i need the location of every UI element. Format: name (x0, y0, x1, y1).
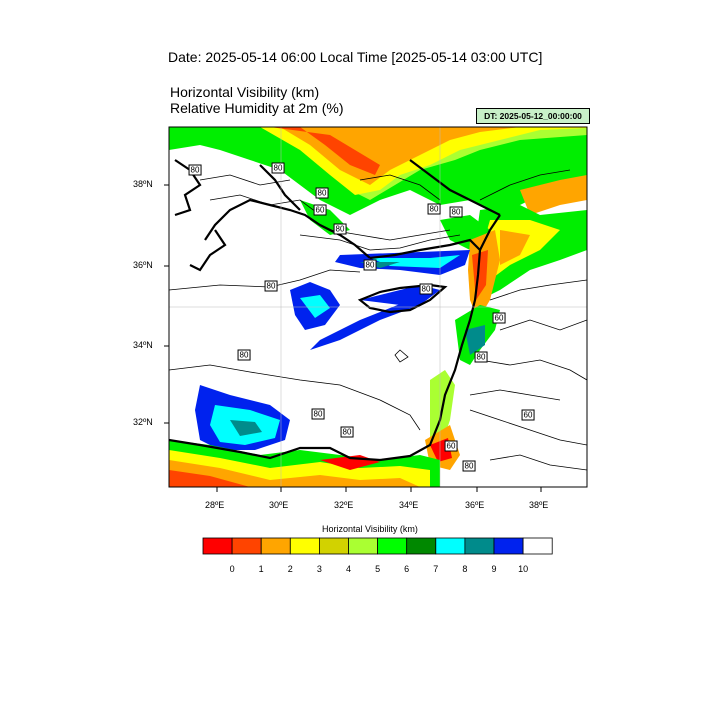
humidity-contours (169, 169, 587, 471)
contour-label: 60 (313, 204, 327, 216)
colorbar-label: 9 (491, 564, 497, 574)
colorbar-swatch (260, 537, 291, 555)
contour-label: 80 (237, 349, 251, 361)
map-field (169, 127, 587, 487)
sea-fog-patches (195, 250, 470, 450)
coastlines (169, 159, 501, 462)
lon-tick-30e: 30ºE (269, 500, 289, 510)
graticule (169, 127, 587, 487)
contour-label: 80 (449, 206, 463, 218)
lat-tick-34n: 34ºN (133, 340, 153, 350)
colorbar-title: Horizontal Visibility (km) (322, 524, 418, 534)
colorbar-swatch (464, 537, 495, 555)
colorbar-label: 8 (462, 564, 468, 574)
contour-label: 80 (427, 203, 441, 215)
contour-label: 80 (264, 280, 278, 292)
colorbar-swatch (289, 537, 320, 555)
contour-label: 80 (315, 187, 329, 199)
map-frame (168, 126, 588, 488)
date-title: Date: 2025-05-14 06:00 Local Time [2025-… (168, 49, 543, 65)
contour-label: 80 (363, 259, 377, 271)
contour-label: 60 (521, 409, 535, 421)
colorbar-swatch (231, 537, 262, 555)
colorbar (202, 537, 553, 555)
lon-tick-32e: 32ºE (334, 500, 354, 510)
lat-tick-32n: 32ºN (133, 417, 153, 427)
colorbar-label: 1 (258, 564, 264, 574)
lon-tick-34e: 34ºE (399, 500, 419, 510)
colorbar-swatch (348, 537, 379, 555)
contour-label: 80 (462, 460, 476, 472)
colorbar-label: 5 (375, 564, 381, 574)
colorbar-swatch (377, 537, 408, 555)
turkey-visibility-field (169, 127, 587, 300)
contour-label: 80 (474, 351, 488, 363)
contour-label: 80 (311, 408, 325, 420)
colorbar-label: 6 (404, 564, 410, 574)
colorbar-label: 3 (316, 564, 322, 574)
colorbar-swatch (318, 537, 349, 555)
colorbar-swatch (522, 537, 553, 555)
axis-ticks (164, 184, 542, 492)
colorbar-label: 2 (287, 564, 293, 574)
variable-title-humidity: Relative Humidity at 2m (%) (170, 100, 344, 116)
lon-tick-38e: 38ºE (529, 500, 549, 510)
contour-label: 80 (188, 164, 202, 176)
contour-label: 80 (340, 426, 354, 438)
colorbar-swatch (435, 537, 466, 555)
colorbar-label: 0 (229, 564, 235, 574)
colorbar-swatch (493, 537, 524, 555)
colorbar-label: 10 (518, 564, 529, 574)
variable-title-visibility: Horizontal Visibility (km) (170, 84, 320, 100)
lat-tick-36n: 36ºN (133, 260, 153, 270)
contour-label: 80 (271, 162, 285, 174)
colorbar-label: 7 (433, 564, 439, 574)
lon-tick-28e: 28ºE (205, 500, 225, 510)
lon-tick-36e: 36ºE (465, 500, 485, 510)
contour-label: 80 (333, 223, 347, 235)
colorbar-label: 4 (345, 564, 352, 574)
colorbar-swatch (406, 537, 437, 555)
contour-label: 80 (419, 283, 433, 295)
contour-label: 60 (444, 440, 458, 452)
contour-label: 60 (492, 312, 506, 324)
levant-visibility-field (425, 230, 500, 470)
lat-tick-38n: 38ºN (133, 179, 153, 189)
colorbar-swatch (202, 537, 233, 555)
init-time-badge: DT: 2025-05-12_00:00:00 (476, 108, 590, 124)
